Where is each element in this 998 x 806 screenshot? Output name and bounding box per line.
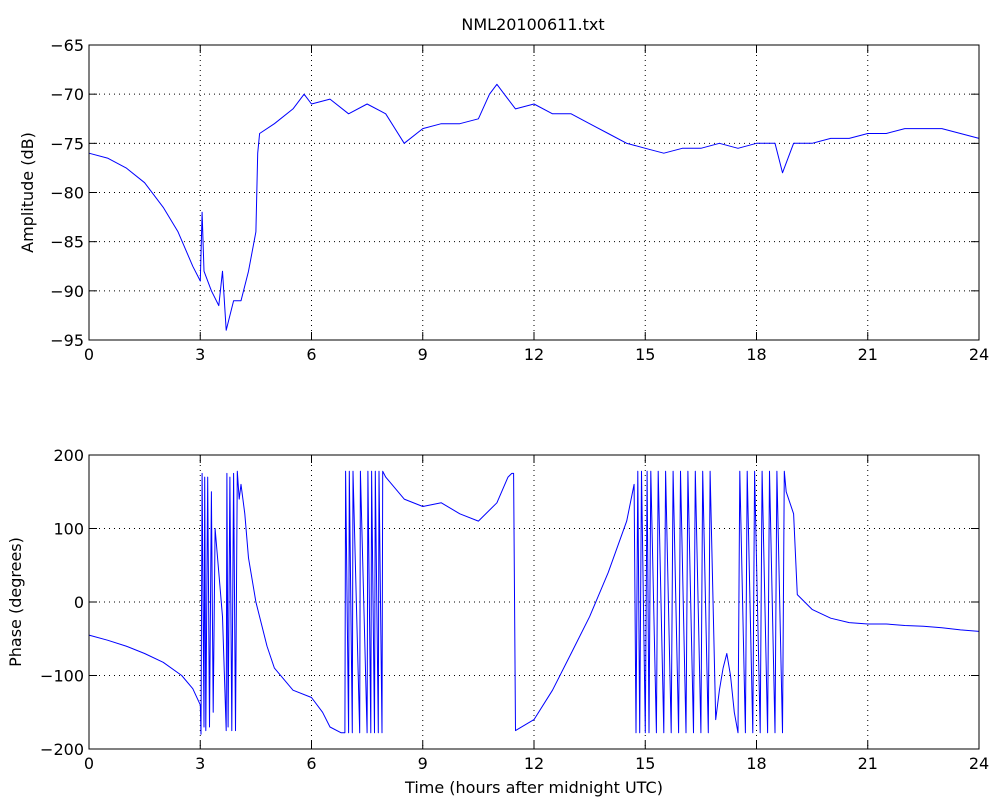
- amplitude-y-tick-label: −80: [50, 184, 84, 203]
- amplitude-x-tick-label: 6: [306, 345, 316, 364]
- phase-x-tick-label: 18: [746, 754, 766, 773]
- phase-y-tick-label: 200: [53, 446, 84, 465]
- phase-x-tick-label: 15: [635, 754, 655, 773]
- amplitude-x-tick-label: 24: [969, 345, 989, 364]
- amplitude-panel: 0 3 6 9 12 15 18 21 24 −95 −90 −85 −80 −75 −70 −65 Ampli…: [18, 36, 989, 364]
- amplitude-x-tick-label: 9: [418, 345, 428, 364]
- figure-title: NML20100611.txt: [461, 15, 604, 34]
- amplitude-y-tick-label: −95: [50, 331, 84, 350]
- amplitude-y-axis-label: Amplitude (dB): [18, 132, 37, 253]
- amplitude-y-tick-label: −90: [50, 282, 84, 301]
- phase-y-tick-label: 0: [74, 593, 84, 612]
- phase-x-tick-label: 9: [418, 754, 428, 773]
- phase-y-axis-label: Phase (degrees): [6, 537, 25, 667]
- amplitude-y-tick-label: −70: [50, 85, 84, 104]
- phase-x-axis-label: Time (hours after midnight UTC): [404, 778, 663, 797]
- phase-y-tick-label: −100: [40, 667, 84, 686]
- amplitude-x-tick-label: 0: [84, 345, 94, 364]
- phase-x-tick-label: 21: [858, 754, 878, 773]
- amplitude-x-tick-label: 12: [524, 345, 544, 364]
- phase-x-tick-label: 24: [969, 754, 989, 773]
- phase-x-tick-label: 0: [84, 754, 94, 773]
- amplitude-x-tick-label: 3: [195, 345, 205, 364]
- amplitude-x-tick-label: 18: [746, 345, 766, 364]
- amplitude-y-tick-label: −75: [50, 134, 84, 153]
- phase-panel: 0 3 6 9 12 15 18 21 24 −200 −100 0 100 200 Phase (degr…: [6, 446, 989, 797]
- phase-y-tick-label: 100: [53, 520, 84, 539]
- amplitude-x-tick-label: 15: [635, 345, 655, 364]
- amplitude-x-tick-label: 21: [858, 345, 878, 364]
- amplitude-series-line: [88, 83, 980, 331]
- amplitude-y-tick-label: −65: [50, 36, 84, 55]
- phase-series-line: [88, 470, 980, 735]
- amplitude-y-tick-label: −85: [50, 233, 84, 252]
- phase-x-tick-label: 12: [524, 754, 544, 773]
- phase-x-tick-label: 6: [306, 754, 316, 773]
- phase-y-tick-label: −200: [40, 740, 84, 759]
- phase-x-tick-label: 3: [195, 754, 205, 773]
